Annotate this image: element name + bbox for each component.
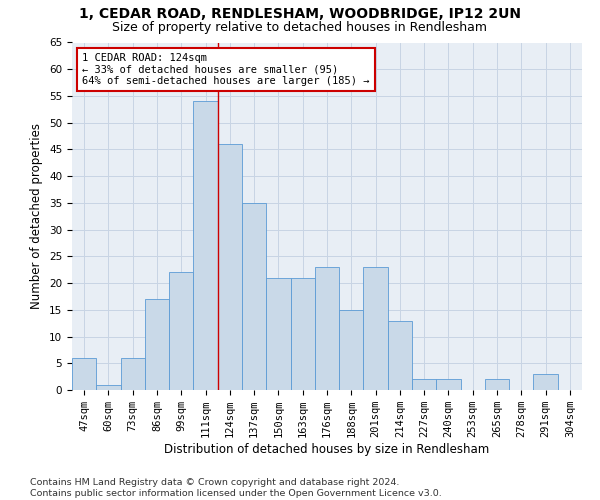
Text: Size of property relative to detached houses in Rendlesham: Size of property relative to detached ho… [113,21,487,34]
Bar [364,267,388,390]
Bar [533,374,558,390]
X-axis label: Distribution of detached houses by size in Rendlesham: Distribution of detached houses by size … [164,443,490,456]
Bar [315,267,339,390]
Bar [290,278,315,390]
Bar [388,320,412,390]
Bar [169,272,193,390]
Bar [485,380,509,390]
Text: 1, CEDAR ROAD, RENDLESHAM, WOODBRIDGE, IP12 2UN: 1, CEDAR ROAD, RENDLESHAM, WOODBRIDGE, I… [79,8,521,22]
Bar [145,299,169,390]
Text: Contains HM Land Registry data © Crown copyright and database right 2024.
Contai: Contains HM Land Registry data © Crown c… [30,478,442,498]
Bar [193,102,218,390]
Bar [412,380,436,390]
Y-axis label: Number of detached properties: Number of detached properties [31,123,43,309]
Bar [218,144,242,390]
Bar [339,310,364,390]
Bar [72,358,96,390]
Bar [266,278,290,390]
Bar [121,358,145,390]
Bar [242,203,266,390]
Bar [96,384,121,390]
Text: 1 CEDAR ROAD: 124sqm
← 33% of detached houses are smaller (95)
64% of semi-detac: 1 CEDAR ROAD: 124sqm ← 33% of detached h… [82,53,370,86]
Bar [436,380,461,390]
